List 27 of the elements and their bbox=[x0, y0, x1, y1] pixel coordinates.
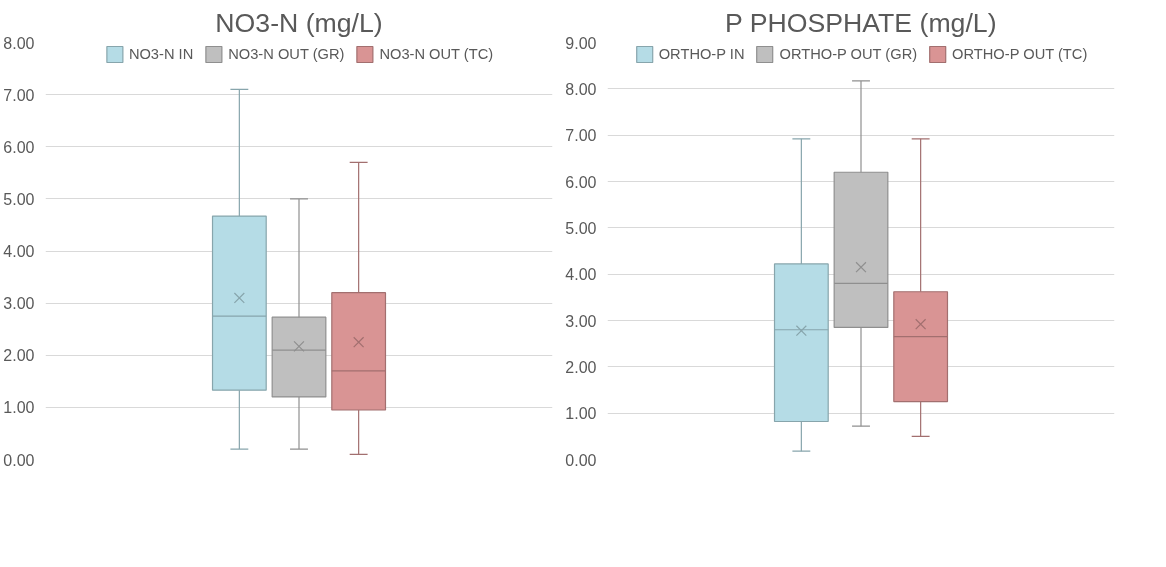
y-tick-label: 3.00 bbox=[3, 295, 35, 313]
y-tick-label: 2.00 bbox=[565, 358, 597, 376]
y-tick-label: 4.00 bbox=[3, 243, 35, 260]
y-tick-label: 5.00 bbox=[3, 190, 35, 208]
chart-title: NO3-N (mg/L) bbox=[215, 7, 383, 38]
y-tick-label: 1.00 bbox=[565, 405, 597, 423]
y-tick-label: 9.00 bbox=[565, 34, 597, 52]
chart-title: P PHOSPHATE (mg/L) bbox=[724, 7, 997, 38]
y-tick-label: 3.00 bbox=[565, 312, 597, 330]
legend-label: NO3-N IN bbox=[128, 46, 194, 62]
y-tick-label: 2.00 bbox=[3, 347, 35, 365]
legend-label: ORTHO-P OUT (TC) bbox=[952, 46, 1088, 62]
legend-label: ORTHO-P OUT (GR) bbox=[779, 46, 918, 62]
y-tick-label: 5.00 bbox=[565, 219, 597, 237]
y-tick-label: 0.00 bbox=[3, 451, 35, 469]
y-tick-label: 1.00 bbox=[3, 399, 35, 417]
y-tick-label: 8.00 bbox=[3, 34, 35, 52]
y-tick-label: 7.00 bbox=[3, 86, 35, 104]
legend-label: ORTHO-P IN bbox=[658, 46, 745, 62]
y-tick-label: 6.00 bbox=[565, 173, 597, 191]
y-tick-label: 4.00 bbox=[565, 266, 597, 284]
y-tick-label: 7.00 bbox=[565, 127, 597, 145]
y-tick-label: 0.00 bbox=[565, 451, 597, 469]
y-tick-label: 6.00 bbox=[3, 138, 35, 156]
y-tick-label: 8.00 bbox=[565, 80, 597, 98]
legend-label: NO3-N OUT (TC) bbox=[379, 46, 494, 62]
legend-label: NO3-N OUT (GR) bbox=[228, 46, 345, 62]
